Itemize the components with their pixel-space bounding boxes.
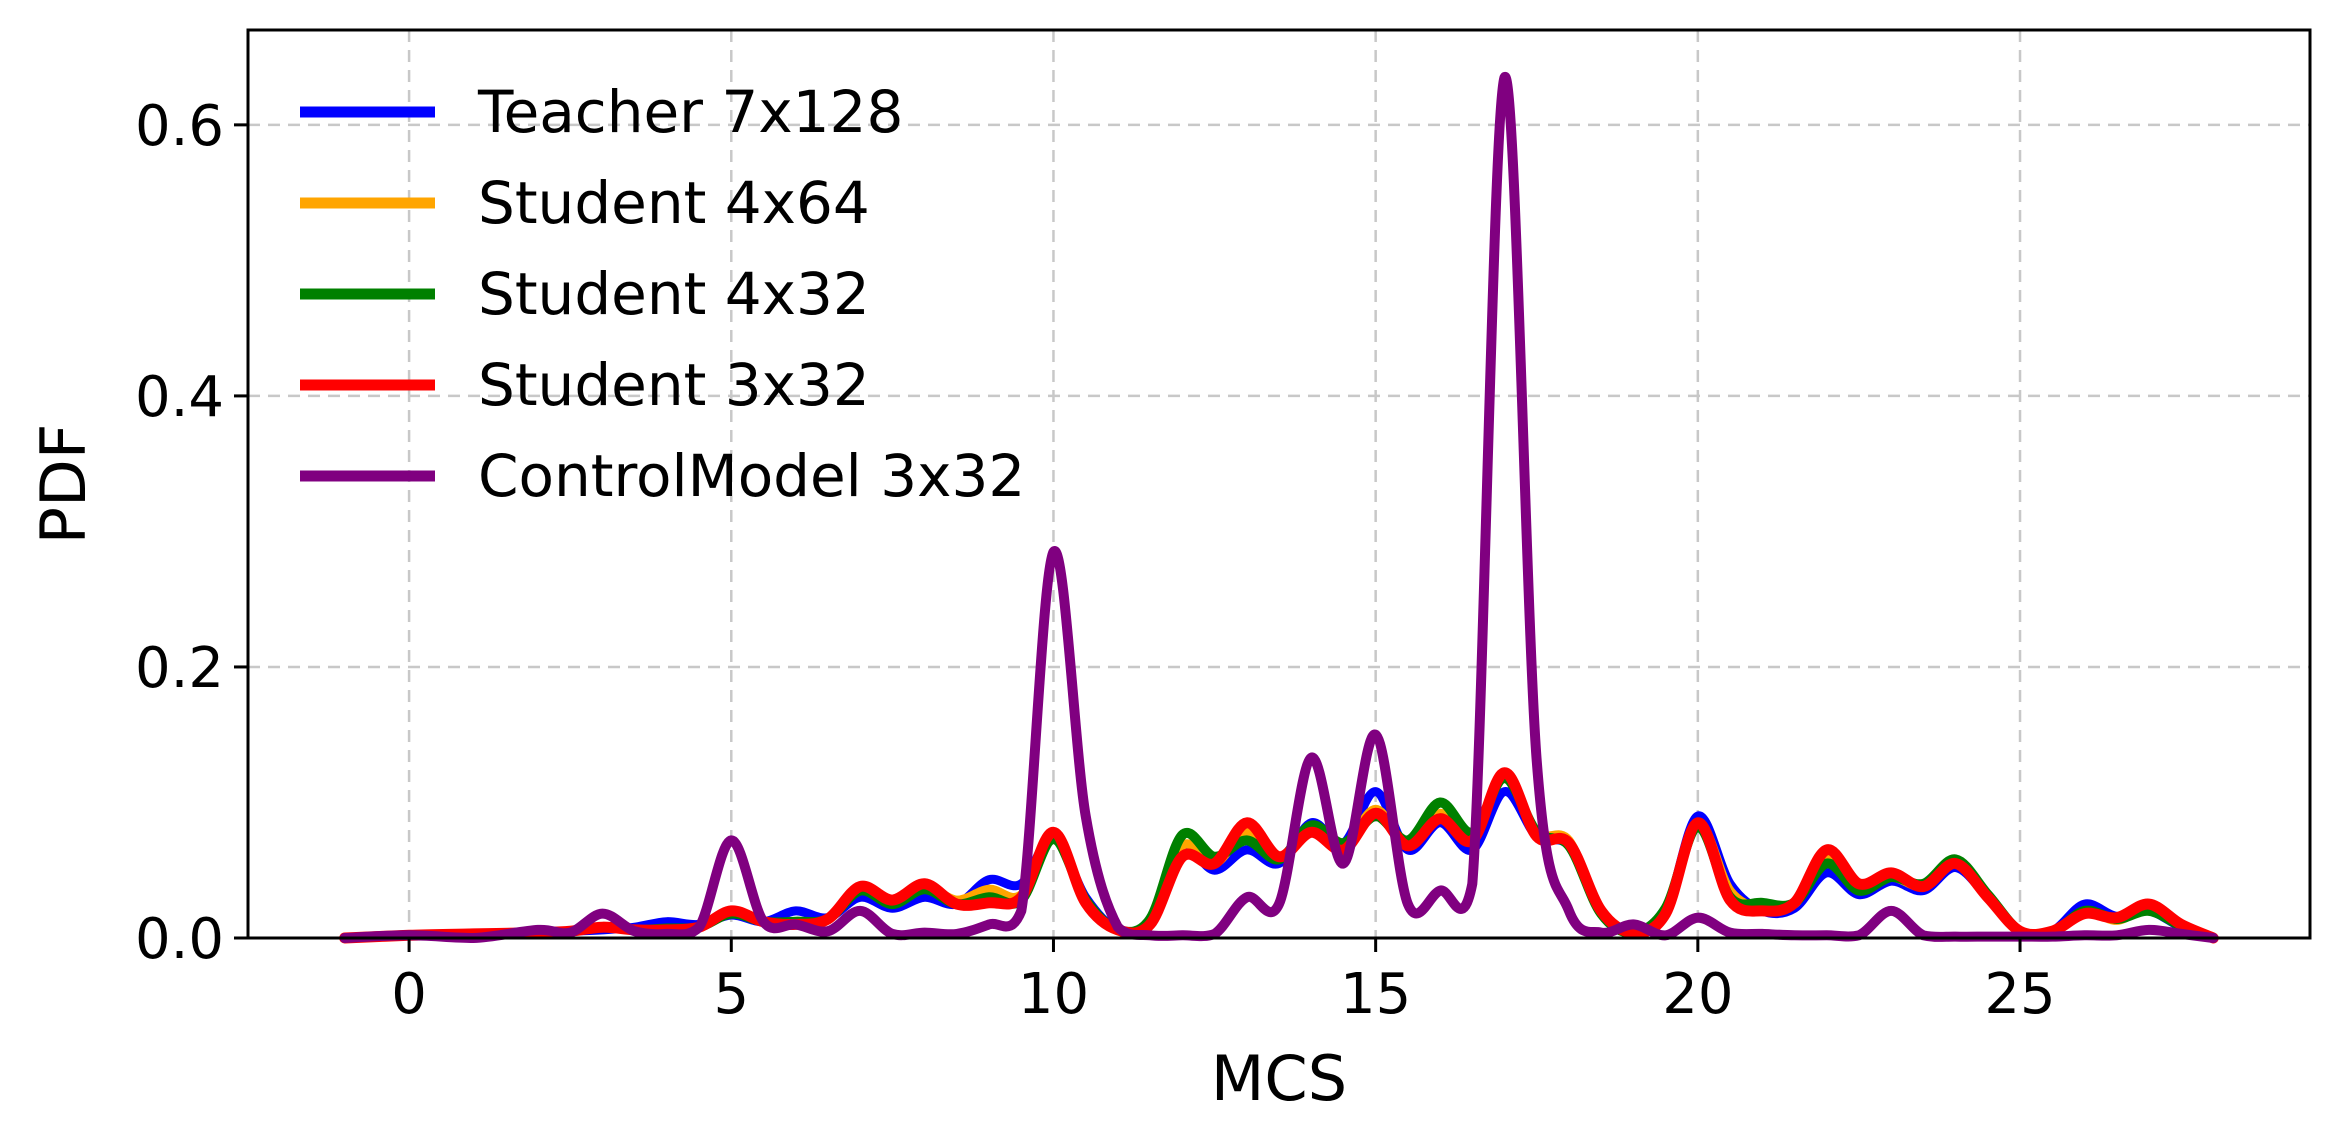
y-tick-label: 0.2 <box>135 636 224 701</box>
x-tick-label: 10 <box>1018 962 1089 1027</box>
y-tick-label: 0.0 <box>135 907 224 972</box>
x-tick-label: 0 <box>391 962 427 1027</box>
series-lines <box>339 72 2219 944</box>
x-axis-label: MCS <box>1211 1042 1347 1115</box>
legend-label-student-4x64: Student 4x64 <box>478 169 870 237</box>
x-tick-label: 25 <box>1984 962 2055 1027</box>
y-tick-label: 0.4 <box>135 365 224 430</box>
legend-label-student-4x32: Student 4x32 <box>478 260 870 328</box>
legend-label-teacher-7x128: Teacher 7x128 <box>477 78 903 146</box>
y-axis-label: PDF <box>27 424 100 545</box>
series-line-teacher-7x128 <box>340 787 2218 943</box>
legend-label-controlmodel-3x32: ControlModel 3x32 <box>478 442 1025 510</box>
legend-label-student-3x32: Student 3x32 <box>478 351 870 419</box>
x-tick-label: 20 <box>1662 962 1733 1027</box>
series-line-controlmodel-3x32 <box>339 72 2219 943</box>
plot-area-frame <box>246 28 2312 940</box>
y-tick-label: 0.6 <box>135 94 224 159</box>
x-tick-label: 5 <box>713 962 749 1027</box>
y-axis-ticks: 0.0 0.2 0.4 0.6 <box>135 94 248 972</box>
x-axis-ticks: 0 5 10 15 20 25 <box>391 938 2056 1027</box>
x-tick-label: 15 <box>1340 962 1411 1027</box>
legend: Teacher 7x128 Student 4x64 Student 4x32 Stu… <box>300 78 1025 510</box>
